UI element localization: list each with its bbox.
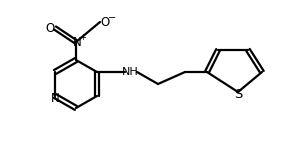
Text: N: N	[51, 91, 59, 105]
Text: O: O	[100, 16, 110, 28]
Text: NH: NH	[122, 67, 138, 77]
Text: +: +	[80, 32, 86, 41]
Text: O: O	[45, 22, 55, 34]
Text: −: −	[108, 13, 116, 23]
Text: S: S	[234, 87, 242, 101]
Text: N: N	[73, 36, 82, 49]
